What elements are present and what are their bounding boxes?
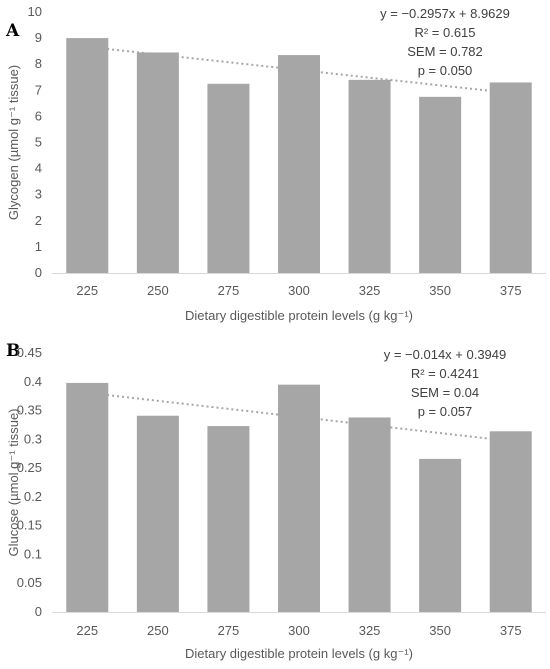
- bar: [278, 384, 320, 612]
- y-tick-label: 4: [35, 161, 42, 176]
- y-tick-label: 9: [35, 30, 42, 45]
- bar: [66, 382, 109, 612]
- y-tick-label: 0: [35, 265, 42, 280]
- bar: [136, 52, 179, 273]
- x-axis-title: Dietary digestible protein levels (g kg⁻…: [185, 308, 413, 323]
- bar: [66, 38, 109, 273]
- y-tick-label: 8: [35, 56, 42, 71]
- y-tick-label: 0: [35, 604, 42, 619]
- y-axis-title: Glucose (µmol g⁻¹ tissue): [6, 408, 21, 556]
- y-tick-label: 0.4: [24, 374, 42, 389]
- regression-annotation: y = −0.2957x + 8.9629: [380, 6, 510, 21]
- y-tick-label: 0.45: [17, 345, 42, 360]
- panel-letter-a: A: [5, 21, 20, 41]
- x-tick-label: 325: [359, 623, 381, 638]
- x-tick-label: 250: [147, 283, 169, 298]
- bar: [489, 431, 532, 612]
- x-tick-label: 275: [218, 283, 240, 298]
- y-tick-label: 7: [35, 82, 42, 97]
- x-tick-label: 225: [76, 623, 98, 638]
- bar: [136, 415, 179, 612]
- regression-annotation: SEM = 0.782: [407, 44, 483, 59]
- y-tick-label: 0.35: [17, 403, 42, 418]
- y-tick-label: 0.25: [17, 460, 42, 475]
- x-tick-label: 300: [288, 623, 310, 638]
- y-tick-label: 0.15: [17, 518, 42, 533]
- y-tick-label: 0.2: [24, 489, 42, 504]
- regression-annotation: p = 0.057: [418, 404, 473, 419]
- x-tick-label: 350: [429, 283, 451, 298]
- regression-annotation: y = −0.014x + 0.3949: [384, 347, 507, 362]
- y-tick-label: 0.05: [17, 575, 42, 590]
- y-tick-label: 2: [35, 213, 42, 228]
- y-tick-label: 10: [28, 4, 42, 19]
- bar: [348, 79, 391, 273]
- panel-letter-b: B: [6, 341, 20, 361]
- bar: [419, 96, 462, 273]
- glucose-chart: B Glucose (µmol g⁻¹ tissue) Dietary dige…: [6, 341, 546, 661]
- y-tick-label: 5: [35, 135, 42, 150]
- glycogen-chart: A Glycogen (µmol g⁻¹ tissue) Dietary dig…: [5, 4, 546, 323]
- y-tick-label: 3: [35, 187, 42, 202]
- x-tick-label: 325: [359, 283, 381, 298]
- bar: [489, 82, 532, 273]
- regression-annotation: SEM = 0.04: [411, 385, 479, 400]
- x-axis-title: Dietary digestible protein levels (g kg⁻…: [185, 646, 413, 661]
- trendline: [87, 45, 511, 95]
- x-tick-label: 350: [429, 623, 451, 638]
- regression-annotation: R² = 0.4241: [411, 366, 479, 381]
- x-tick-label: 375: [500, 283, 522, 298]
- y-axis-title: Glycogen (µmol g⁻¹ tissue): [6, 65, 21, 220]
- regression-annotation: p = 0.050: [418, 63, 473, 78]
- bar: [419, 458, 462, 612]
- x-tick-label: 225: [76, 283, 98, 298]
- regression-annotation: R² = 0.615: [414, 25, 475, 40]
- bar: [207, 83, 250, 274]
- glucose-chart-panel: B Glucose (µmol g⁻¹ tissue) Dietary dige…: [0, 338, 550, 669]
- x-tick-label: 250: [147, 623, 169, 638]
- trendline: [87, 391, 511, 443]
- x-tick-label: 375: [500, 623, 522, 638]
- x-tick-label: 275: [218, 623, 240, 638]
- x-tick-label: 300: [288, 283, 310, 298]
- bar: [348, 417, 391, 612]
- glycogen-chart-panel: A Glycogen (µmol g⁻¹ tissue) Dietary dig…: [0, 0, 550, 332]
- bar: [207, 426, 250, 612]
- y-tick-label: 0.3: [24, 431, 42, 446]
- y-tick-label: 0.1: [24, 546, 42, 561]
- y-tick-label: 1: [35, 239, 42, 254]
- bar: [278, 55, 320, 273]
- y-tick-label: 6: [35, 108, 42, 123]
